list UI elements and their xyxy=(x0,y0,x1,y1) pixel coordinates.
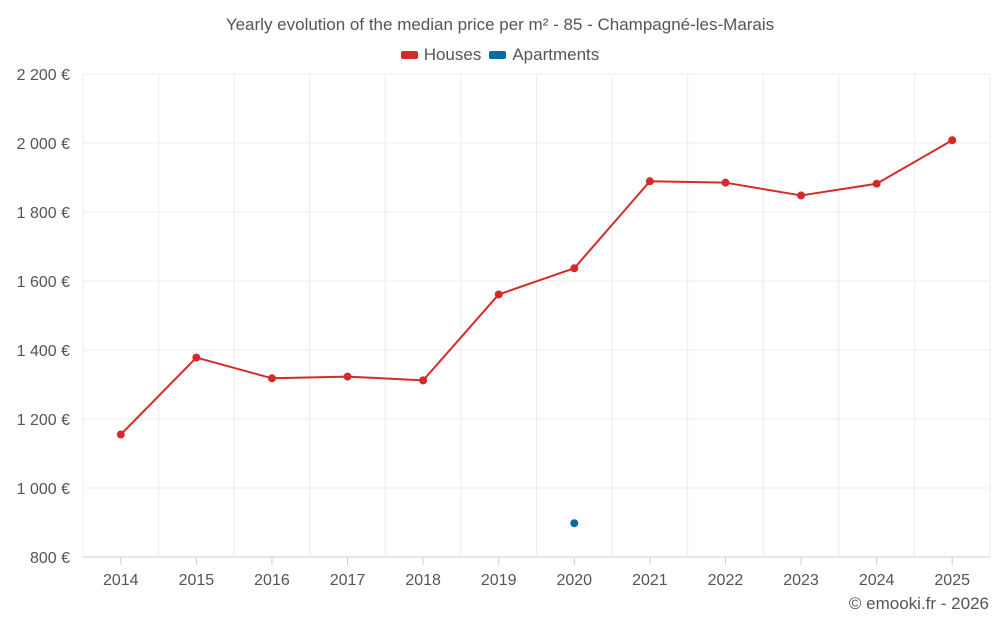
y-tick-label: 1 800 € xyxy=(17,205,70,222)
x-tick-label: 2023 xyxy=(783,572,819,589)
series-line-houses xyxy=(120,139,953,436)
legend: Houses Apartments xyxy=(0,45,1000,65)
x-tick-label: 2018 xyxy=(405,572,441,589)
x-tick-label: 2021 xyxy=(632,572,668,589)
x-tick-label: 2019 xyxy=(481,572,517,589)
y-tick-label: 1 600 € xyxy=(17,274,70,291)
legend-label-houses: Houses xyxy=(423,45,482,64)
data-point-houses xyxy=(343,372,352,381)
legend-swatch-houses xyxy=(400,51,418,59)
y-tick-label: 1 400 € xyxy=(17,343,70,360)
x-tick-label: 2015 xyxy=(179,572,215,589)
legend-label-apartments: Apartments xyxy=(512,45,600,64)
y-tick-label: 1 000 € xyxy=(17,481,70,498)
data-point-houses xyxy=(267,374,276,383)
data-point-houses xyxy=(419,376,428,385)
x-tick-label: 2022 xyxy=(708,572,744,589)
chart-title: Yearly evolution of the median price per… xyxy=(225,15,775,34)
data-point-houses xyxy=(797,191,806,200)
y-tick-label: 800 € xyxy=(30,550,70,567)
data-point-houses xyxy=(645,177,654,186)
x-tick-label: 2017 xyxy=(330,572,366,589)
x-tick-label: 2020 xyxy=(556,572,592,589)
data-point-houses xyxy=(494,290,503,299)
x-tick-label: 2014 xyxy=(103,572,139,589)
x-tick-label: 2024 xyxy=(859,572,895,589)
x-tick-label: 2025 xyxy=(934,572,970,589)
data-point-houses xyxy=(872,179,881,188)
legend-item-houses[interactable]: Houses xyxy=(400,45,482,65)
legend-swatch-apartments xyxy=(489,51,507,59)
credit-text: © emooki.fr - 2026 xyxy=(848,594,989,613)
data-point-houses xyxy=(721,178,730,187)
y-tick-label: 2 000 € xyxy=(17,136,70,153)
y-tick-label: 2 200 € xyxy=(17,67,70,84)
x-tick-label: 2016 xyxy=(254,572,290,589)
data-point-houses xyxy=(116,430,125,439)
y-tick-label: 1 200 € xyxy=(17,412,70,429)
legend-item-apartments[interactable]: Apartments xyxy=(489,45,599,65)
data-point-houses xyxy=(948,136,957,145)
data-point-houses xyxy=(192,353,201,362)
data-point-apartments xyxy=(570,519,579,528)
data-point-houses xyxy=(570,264,579,273)
